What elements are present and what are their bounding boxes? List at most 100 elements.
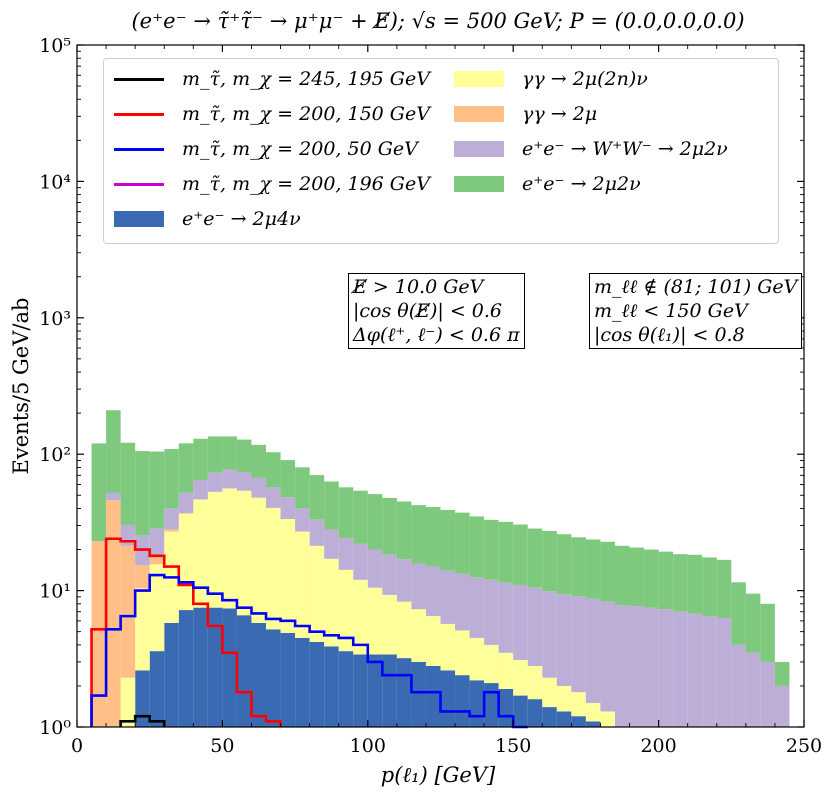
- x-tick-label: 0: [71, 735, 83, 757]
- legend-item-gg-2mu2nnu: γγ → 2μ(2n)ν: [454, 65, 648, 93]
- bar-series1-bin6: [178, 513, 194, 611]
- bar-series3-bin17: [338, 538, 354, 570]
- bar-series0-bin21: [396, 658, 412, 727]
- bar-series1-bin25: [455, 630, 470, 676]
- bar-series2-bin5: [164, 529, 179, 532]
- bar-series0-bin5: [164, 622, 179, 727]
- bar-series4-bin35: [600, 541, 615, 602]
- bar-series4-bin47: [774, 661, 790, 686]
- bar-series3-bin33: [571, 596, 586, 693]
- y-tick-label: 10⁰: [39, 717, 71, 739]
- legend-item-gg-2mu: γγ → 2μ: [454, 100, 597, 128]
- bar-series3-bin29: [513, 584, 528, 660]
- bar-series3-bin46: [760, 661, 775, 727]
- bar-series0-bin19: [367, 654, 383, 727]
- bar-series1-bin34: [585, 702, 601, 722]
- legend-label: m_τ̃, m_χ = 200, 50 GeV: [182, 138, 418, 160]
- x-axis-label: p(ℓ₁) [GeV]: [381, 763, 496, 787]
- bar-series1-bin23: [425, 616, 441, 667]
- bar-series1-bin13: [280, 518, 296, 633]
- bar-series3-bin22: [411, 563, 426, 610]
- legend-item-signal-245-195: m_τ̃, m_χ = 245, 195 GeV: [114, 65, 430, 93]
- bar-series4-bin45: [745, 593, 761, 653]
- cut-box-missing-energy: E̸ > 10.0 GeV |cos θ(E̸)| < 0.6 Δφ(ℓ⁺, ℓ…: [348, 273, 525, 349]
- legend-label: m_τ̃, m_χ = 245, 195 GeV: [182, 68, 430, 90]
- bar-series4-bin41: [687, 554, 703, 614]
- legend-swatch-green: [454, 176, 504, 192]
- bar-series0-bin12: [266, 629, 281, 727]
- legend-label: e⁺e⁻ → 2μ4ν: [182, 208, 301, 230]
- bar-series1-bin28: [498, 652, 514, 689]
- bar-series3-bin12: [266, 487, 281, 508]
- bar-series4-bin2: [120, 442, 136, 525]
- bar-series1-bin15: [309, 545, 325, 642]
- bar-series4-bin33: [571, 537, 586, 597]
- bar-series4-bin6: [178, 443, 194, 493]
- bar-series1-bin10: [236, 490, 252, 616]
- bar-series3-bin41: [687, 613, 703, 727]
- x-tick-label: 250: [786, 735, 822, 757]
- bar-series4-bin20: [382, 497, 397, 555]
- bar-series2-bin2: [120, 545, 136, 678]
- bar-series4-bin5: [164, 449, 179, 509]
- x-tick-label: 100: [350, 735, 386, 757]
- bar-series1-bin32: [556, 685, 572, 712]
- bar-series3-bin5: [164, 508, 179, 530]
- bar-series4-bin7: [193, 438, 208, 480]
- bar-series1-bin26: [469, 637, 485, 681]
- cut-box-dilepton: m_ℓℓ ∉ (81; 101) GeV m_ℓℓ < 150 GeV |cos…: [589, 273, 803, 349]
- bar-series1-bin11: [251, 497, 267, 623]
- bar-series0-bin20: [382, 654, 397, 727]
- bar-series2-bin1: [106, 500, 121, 727]
- bar-series3-bin6: [178, 492, 194, 513]
- bar-series0-bin6: [178, 610, 194, 727]
- bar-series0-bin3: [135, 670, 150, 727]
- bar-series1-bin35: [600, 711, 615, 727]
- bar-series0-bin33: [571, 716, 586, 727]
- bar-series3-bin14: [295, 508, 310, 532]
- bar-series3-bin35: [600, 601, 615, 712]
- legend-line-magenta: [114, 182, 164, 186]
- bar-series4-bin24: [440, 509, 456, 571]
- legend-label: m_τ̃, m_χ = 200, 150 GeV: [182, 103, 430, 125]
- bar-series3-bin8: [207, 472, 223, 492]
- bar-series4-bin34: [585, 539, 601, 599]
- legend-item-signal-200-150: m_τ̃, m_χ = 200, 150 GeV: [114, 100, 430, 128]
- bar-series0-bin4: [149, 651, 165, 727]
- bar-series3-bin47: [774, 685, 790, 727]
- bar-series4-bin0: [91, 443, 107, 542]
- bar-series4-bin10: [236, 439, 252, 473]
- chart-title: (e⁺e⁻ → τ̃⁺τ̃⁻ → μ⁺μ⁻ + E̸); √s = 500 Ge…: [131, 9, 744, 33]
- bar-series3-bin7: [193, 479, 208, 500]
- bar-series3-bin38: [644, 607, 659, 727]
- bar-series3-bin15: [309, 519, 325, 546]
- bar-series2-bin0: [91, 541, 107, 727]
- bar-series4-bin11: [251, 444, 267, 478]
- bar-series3-bin45: [745, 652, 761, 727]
- bar-series0-bin34: [585, 721, 601, 727]
- bar-series1-bin33: [571, 692, 586, 717]
- bar-series0-bin23: [425, 666, 441, 727]
- bar-series3-bin27: [484, 579, 499, 645]
- y-tick-label: 10²: [39, 444, 71, 466]
- bar-series0-bin27: [484, 683, 499, 727]
- bar-series3-bin23: [425, 566, 441, 617]
- bar-series1-bin24: [440, 623, 456, 671]
- bar-series0-bin32: [556, 711, 572, 727]
- bar-series0-bin22: [411, 661, 426, 727]
- axes: 0 50 100 150 200 250 10⁰ 10¹ 10² 10³ 10⁴ 10⁵: [39, 35, 822, 757]
- bar-series4-bin37: [629, 547, 645, 607]
- bar-series4-bin36: [614, 545, 630, 606]
- bar-series1-bin9: [222, 488, 237, 609]
- x-tick-label: 200: [640, 735, 676, 757]
- legend-label: m_τ̃, m_χ = 200, 196 GeV: [182, 173, 430, 195]
- bar-series4-bin8: [207, 436, 223, 473]
- bar-series1-bin16: [324, 558, 339, 647]
- bar-series0-bin8: [207, 607, 223, 727]
- bar-series1-bin14: [295, 531, 310, 638]
- bar-series1-bin7: [193, 499, 208, 608]
- bar-series4-bin9: [222, 436, 237, 470]
- bar-series3-bin28: [498, 582, 514, 653]
- bar-series3-bin10: [236, 472, 252, 491]
